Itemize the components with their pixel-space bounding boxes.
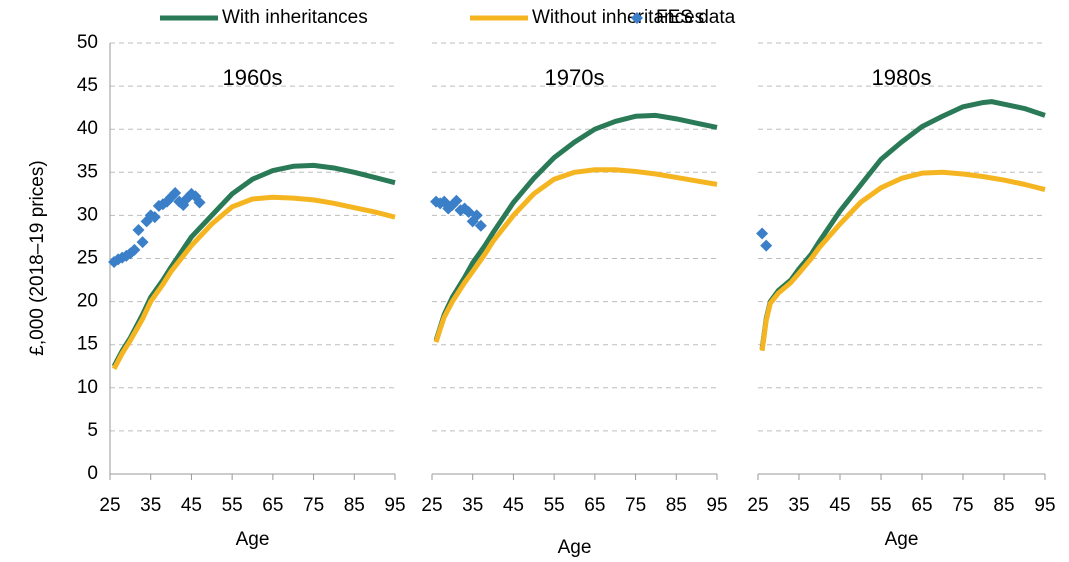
x-tick-label: 35 [462,495,483,516]
x-tick-label: 75 [303,495,324,516]
legend-label: Without inheritances [532,7,704,28]
series-line [433,167,718,343]
panel-title: 1980s [872,65,932,90]
y-tick-label: 25 [77,248,98,269]
series-line [759,169,1046,352]
x-tick-label: 35 [788,495,809,516]
legend-swatch [631,12,643,24]
x-tick-label: 85 [666,495,687,516]
y-tick-label: 30 [77,204,98,225]
y-tick-label: 15 [77,334,98,355]
x-tick-label: 75 [625,495,646,516]
data-point [474,219,487,232]
y-tick-label: 40 [77,118,98,139]
panel-title: 1960s [223,65,283,90]
x-tick-label: 85 [993,495,1014,516]
x-tick-label: 25 [99,495,120,516]
x-tick-label: 25 [747,495,768,516]
data-point [148,211,161,224]
y-tick-label: 35 [77,161,98,182]
data-point [193,196,206,209]
y-tick-label: 0 [87,463,98,484]
data-point [450,194,463,207]
y-tick-label: 5 [87,420,98,441]
data-point [760,239,773,252]
x-axis-title: Age [236,529,270,550]
x-tick-label: 55 [544,495,565,516]
data-point [756,227,769,240]
x-tick-label: 55 [222,495,243,516]
y-axis-title: £,000 (2018–19 prices) [27,160,48,355]
data-point [128,243,141,256]
x-tick-label: 95 [706,495,727,516]
x-tick-label: 25 [421,495,442,516]
data-point [136,236,149,249]
x-tick-label: 45 [503,495,524,516]
y-tick-label: 20 [77,291,98,312]
y-tick-label: 45 [77,75,98,96]
data-point [132,224,145,237]
x-tick-label: 55 [870,495,891,516]
series-line [759,99,1046,350]
x-tick-label: 95 [384,495,405,516]
x-axis-title: Age [885,529,919,550]
legend-label: With inheritances [222,7,368,28]
x-axis-title: Age [558,537,592,558]
panel-title: 1970s [545,65,605,90]
x-tick-label: 65 [584,495,605,516]
data-point [120,249,133,262]
x-tick-label: 75 [952,495,973,516]
x-tick-label: 95 [1034,495,1055,516]
data-point [470,209,483,222]
x-tick-label: 65 [262,495,283,516]
x-tick-label: 45 [829,495,850,516]
x-tick-label: 85 [344,495,365,516]
x-tick-label: 65 [911,495,932,516]
y-tick-label: 10 [77,377,98,398]
legend-label: FES data [656,7,736,28]
x-tick-label: 35 [140,495,161,516]
x-tick-label: 45 [181,495,202,516]
series-line [111,162,396,368]
y-tick-label: 50 [77,32,98,53]
series-line [111,194,396,370]
data-point [169,186,182,199]
